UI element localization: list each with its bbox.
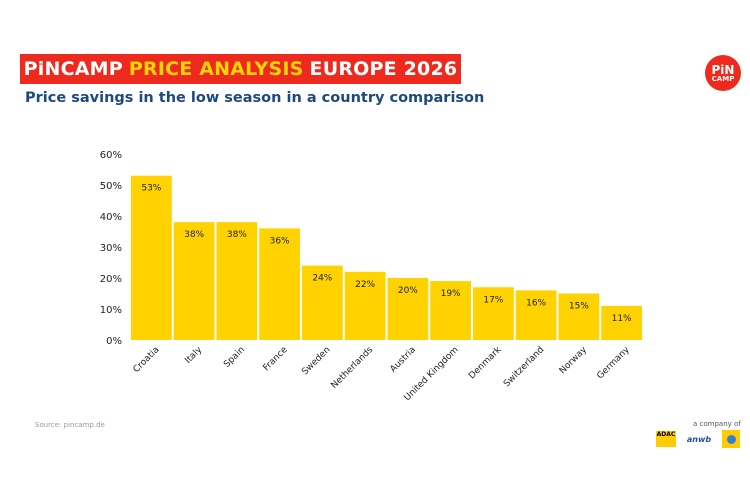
- bar-denmark: [473, 287, 514, 340]
- data-label: 53%: [141, 184, 161, 194]
- data-label: 36%: [270, 236, 290, 246]
- company-of-label: a company of: [693, 420, 741, 428]
- bar-italy: [173, 222, 215, 340]
- x-tick-label: Sweden: [300, 345, 332, 377]
- x-tick-label: Germany: [595, 345, 632, 382]
- y-tick-label: 30%: [100, 243, 122, 254]
- data-label: 15%: [569, 302, 589, 312]
- logo-line2: CAMP: [711, 74, 735, 83]
- x-tick-label: Croatia: [132, 345, 162, 375]
- data-label: 17%: [483, 295, 503, 305]
- data-label: 24%: [312, 274, 332, 284]
- x-tick-label: Spain: [222, 345, 247, 370]
- title-banner: PiNCAMP PRICE ANALYSIS EUROPE 2026: [20, 54, 461, 84]
- title-brand: PiNCAMP: [23, 58, 123, 80]
- x-tick-label: France: [262, 345, 291, 374]
- x-tick-label: Italy: [183, 345, 204, 366]
- title-region: EUROPE 2026: [309, 58, 458, 80]
- data-label: 38%: [227, 230, 247, 240]
- partner-logos: ADAC anwb: [656, 430, 740, 448]
- x-tick-label: Denmark: [467, 344, 504, 381]
- x-tick-label: Austria: [388, 345, 418, 375]
- bar-switzerland: [515, 290, 557, 340]
- pincamp-logo: PiN CAMP: [705, 55, 741, 91]
- bar-austria: [387, 278, 429, 340]
- data-label: 19%: [441, 289, 461, 299]
- bar-germany: [601, 305, 642, 340]
- adac-logo: ADAC: [656, 431, 676, 447]
- logo-line1: PiN: [711, 62, 735, 77]
- bar-croatia: [131, 175, 172, 340]
- touring-emblem-icon: [726, 434, 736, 444]
- x-tick-label: Switzerland: [502, 345, 546, 389]
- y-tick-label: 0%: [106, 336, 122, 347]
- data-label: 20%: [398, 286, 418, 296]
- anwb-logo: anwb: [686, 434, 712, 444]
- bar-netherlands: [344, 271, 386, 340]
- bar-france: [259, 228, 300, 340]
- title-highlight: PRICE ANALYSIS: [128, 58, 304, 80]
- data-label: 22%: [355, 280, 375, 290]
- x-tick-label: Netherlands: [329, 345, 375, 391]
- source-note: Source: pincamp.de: [35, 421, 105, 429]
- y-tick-label: 50%: [100, 181, 122, 192]
- data-label: 16%: [526, 298, 546, 308]
- y-tick-label: 60%: [100, 150, 122, 161]
- data-label: 11%: [612, 314, 632, 324]
- x-tick-label: Norway: [558, 345, 590, 377]
- y-tick-label: 10%: [100, 305, 122, 316]
- bar-sweden: [302, 265, 343, 340]
- bar-norway: [558, 293, 600, 340]
- data-label: 38%: [184, 230, 204, 240]
- chart-subtitle: Price savings in the low season in a cou…: [25, 90, 485, 106]
- bar-united-kingdom: [430, 281, 471, 340]
- touring-logo: [722, 430, 740, 448]
- bar-spain: [216, 222, 258, 340]
- y-tick-label: 40%: [100, 212, 122, 223]
- y-tick-label: 20%: [100, 274, 122, 285]
